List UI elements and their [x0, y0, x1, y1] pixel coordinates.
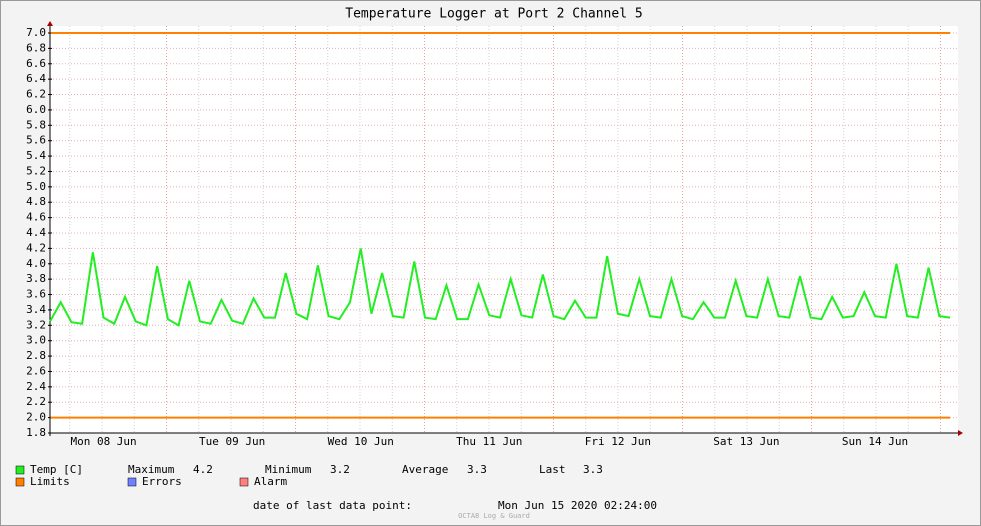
y-tick-label: 2.8 [26, 349, 46, 362]
stat-value: 4.2 [193, 463, 213, 476]
y-tick-label: 2.6 [26, 364, 46, 377]
y-tick-label: 4.8 [26, 195, 46, 208]
y-tick-label: 6.6 [26, 57, 46, 70]
y-tick-label: 2.2 [26, 395, 46, 408]
stat-label: Average [402, 463, 448, 476]
y-tick-label: 5.6 [26, 134, 46, 147]
stat-value: 3.2 [330, 463, 350, 476]
stat-value: 3.3 [467, 463, 487, 476]
y-tick-label: 5.4 [26, 149, 46, 162]
legend-swatch [127, 477, 137, 487]
y-tick-label: 6.2 [26, 88, 46, 101]
x-axis-arrow [958, 430, 963, 436]
x-tick-label: Tue 09 Jun [199, 435, 265, 448]
chart-title: Temperature Logger at Port 2 Channel 5 [345, 7, 642, 22]
y-tick-label: 1.8 [26, 426, 46, 439]
x-tick-label: Thu 11 Jun [456, 435, 522, 448]
legend-swatch [15, 465, 25, 475]
legend-label: Alarm [254, 475, 287, 488]
legend-label: Temp [C] [30, 463, 83, 476]
y-tick-label: 3.4 [26, 303, 46, 316]
y-tick-label: 5.2 [26, 164, 46, 177]
y-tick-label: 6.8 [26, 41, 46, 54]
y-tick-label: 2.4 [26, 380, 46, 393]
y-tick-label: 3.2 [26, 318, 46, 331]
legend-label: Limits [30, 475, 70, 488]
stat-label: Maximum [128, 463, 175, 476]
y-tick-label: 4.2 [26, 241, 46, 254]
temperature-line [49, 248, 951, 327]
stat-value: 3.3 [583, 463, 603, 476]
y-tick-label: 4.6 [26, 211, 46, 224]
y-tick-label: 4.0 [26, 257, 46, 270]
stat-label: Last [539, 463, 566, 476]
y-tick-label: 3.6 [26, 288, 46, 301]
x-tick-label: Mon 08 Jun [70, 435, 136, 448]
y-tick-label: 4.4 [26, 226, 46, 239]
footer-label: date of last data point: [253, 499, 412, 512]
y-tick-label: 6.0 [26, 103, 46, 116]
x-tick-label: Wed 10 Jun [328, 435, 394, 448]
legend-label: Errors [142, 475, 182, 488]
x-tick-label: Sun 14 Jun [842, 435, 908, 448]
x-tick-label: Fri 12 Jun [585, 435, 651, 448]
y-tick-label: 2.0 [26, 411, 46, 424]
footer-value: Mon Jun 15 2020 02:24:00 [498, 499, 657, 512]
y-tick-label: 5.8 [26, 118, 46, 131]
y-tick-label: 6.4 [26, 72, 46, 85]
y-tick-label: 5.0 [26, 180, 46, 193]
y-tick-label: 3.0 [26, 334, 46, 347]
plot-area [50, 26, 958, 433]
stat-label: Minimum [265, 463, 312, 476]
y-axis-arrow [47, 21, 53, 26]
y-tick-label: 3.8 [26, 272, 46, 285]
watermark: OCTA8 Log & Guard [458, 512, 530, 520]
legend-swatch [239, 477, 249, 487]
x-tick-label: Sat 13 Jun [713, 435, 779, 448]
y-tick-label: 7.0 [26, 26, 46, 39]
legend-swatch [15, 477, 25, 487]
